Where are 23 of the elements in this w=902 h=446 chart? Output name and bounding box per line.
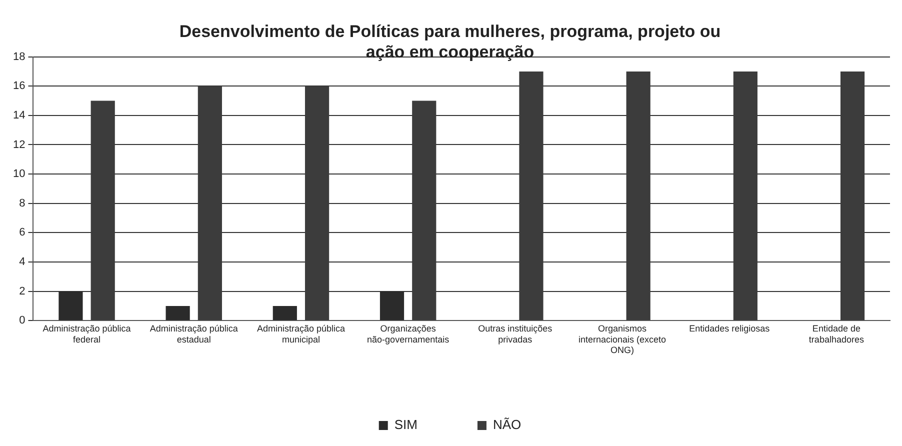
y-tick-label: 2 [19, 285, 26, 298]
x-tick-label: Outras instituições privadas [478, 323, 553, 344]
y-tick-label: 18 [12, 50, 26, 63]
legend-label: NÃO [492, 417, 522, 432]
x-tick-label: Administração pública estadual [150, 323, 238, 344]
x-tick-label: Organismos internacionais (exceto ONG) [578, 323, 666, 356]
y-tick-label: 10 [12, 168, 26, 180]
x-tick-label: Entidades religiosas [689, 323, 770, 334]
bar [166, 306, 190, 320]
y-tick-label: 12 [12, 138, 26, 151]
y-tick-label: 14 [12, 109, 26, 122]
x-tick-label: Entidade de trabalhadores [808, 323, 864, 344]
y-tick-label: 16 [12, 80, 26, 92]
x-tick-label: Administração pública federal [42, 323, 131, 344]
x-tick-label: Administração pública municipal [256, 323, 345, 344]
y-tick-label: 8 [19, 197, 26, 210]
legend-label: SIM [394, 417, 418, 432]
bar [272, 306, 297, 320]
y-tick-label: 0 [19, 314, 26, 327]
y-tick-label: 6 [19, 226, 26, 239]
x-tick-label: Organizações não-governamentais [367, 323, 450, 344]
chart-title: Desenvolvimento de Políticas para mulheres, programa, projeto ou ação em cooperação [179, 22, 721, 62]
y-tick-label: 4 [19, 256, 26, 268]
